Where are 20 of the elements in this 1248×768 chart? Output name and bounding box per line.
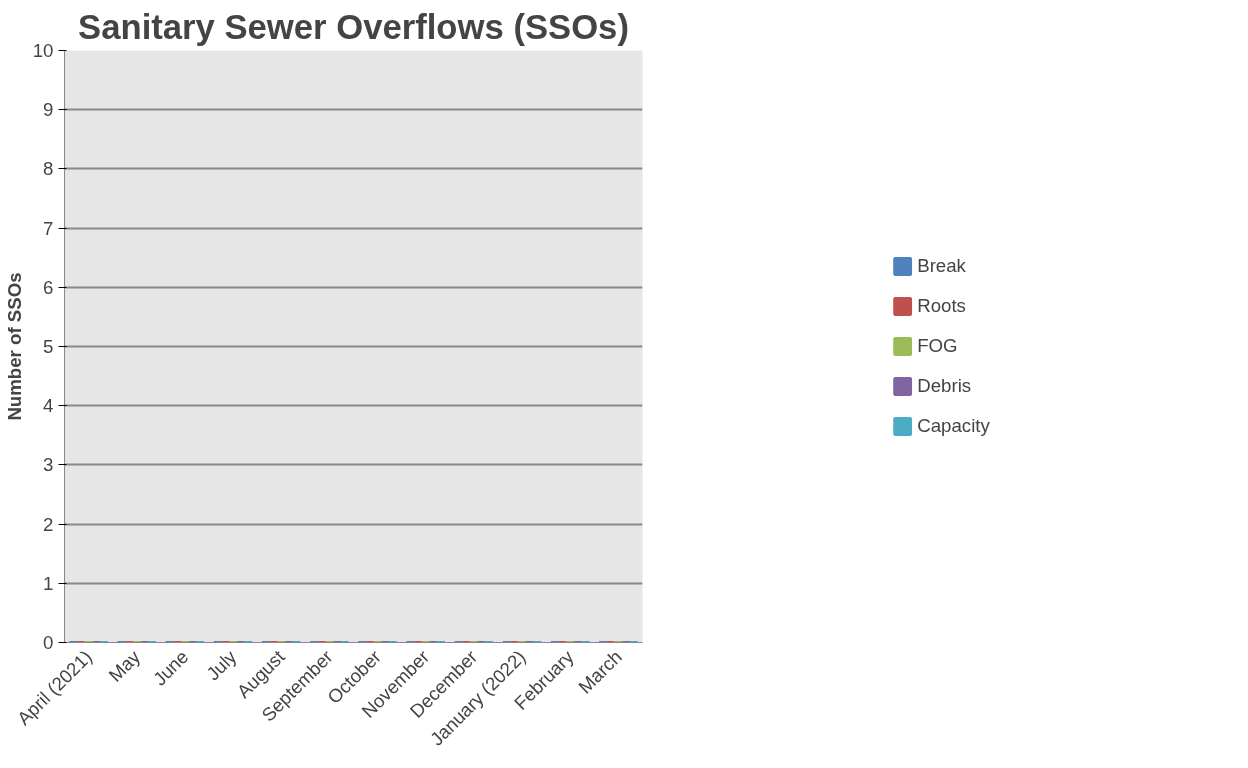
y-tick-label: 6 — [43, 276, 54, 298]
y-tick-label: 4 — [43, 395, 54, 417]
y-tick-label: 1 — [43, 572, 54, 594]
y-tick-label: 0 — [43, 632, 54, 653]
x-tick-label: July — [202, 645, 241, 685]
y-tick-label: 8 — [43, 158, 54, 180]
y-tick-label: 2 — [43, 513, 54, 535]
y-tick-label: 5 — [43, 336, 54, 357]
y-tick-label: 7 — [43, 217, 54, 239]
y-tick-label: 9 — [43, 99, 54, 121]
legend-label: Capacity — [917, 415, 990, 437]
y-tick-label: 10 — [32, 40, 54, 61]
x-tick-label: May — [104, 645, 145, 686]
legend-label: FOG — [917, 335, 958, 357]
y-tick-label: 3 — [43, 454, 54, 476]
legend-label: Debris — [917, 375, 972, 397]
chart-title: Sanitary Sewer Overflows (SSOs) — [78, 7, 629, 46]
legend-label: Roots — [917, 295, 966, 317]
y-axis-title: Number of SSOs — [3, 272, 25, 421]
legend-label: Break — [917, 255, 966, 277]
